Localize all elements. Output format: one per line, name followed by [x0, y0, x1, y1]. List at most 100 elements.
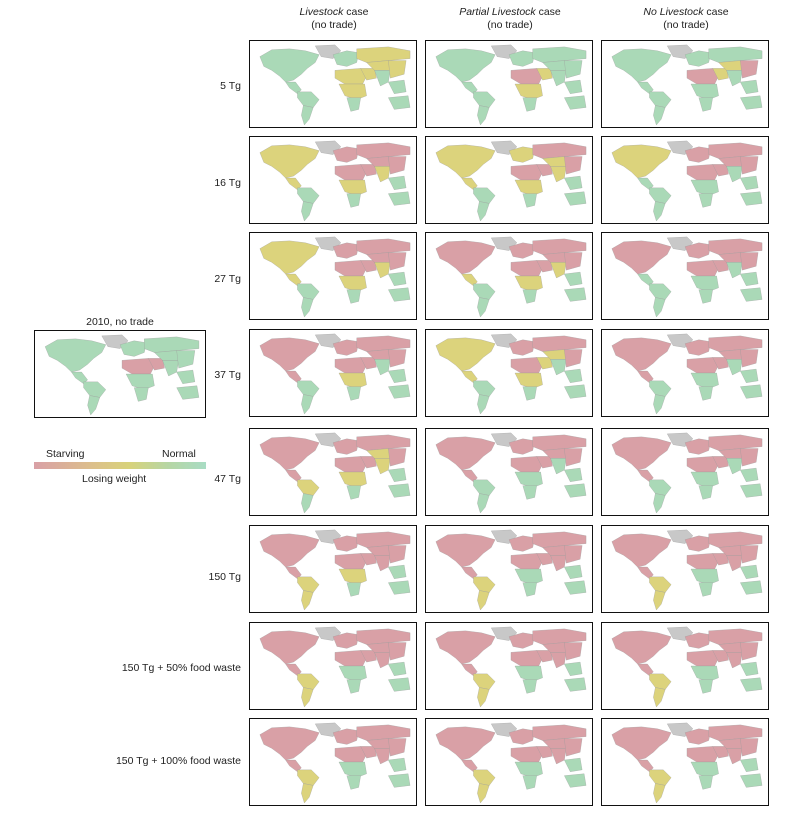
world-map-svg	[435, 44, 587, 126]
region-north-america	[259, 726, 320, 761]
region-europe	[332, 50, 359, 67]
region-south-america-south	[653, 687, 666, 708]
world-map-svg	[44, 334, 200, 416]
region-sub-saharan-africa	[514, 372, 543, 389]
region-russia	[708, 142, 763, 159]
region-sub-saharan-africa	[690, 665, 719, 682]
region-middle-east	[536, 553, 553, 566]
region-europe	[508, 728, 535, 745]
region-sub-saharan-africa	[514, 568, 543, 585]
map-panel	[249, 40, 417, 128]
region-sub-saharan-africa	[690, 179, 719, 196]
region-middle-east	[712, 456, 729, 469]
region-south-asia	[374, 458, 391, 475]
region-europe	[508, 632, 535, 649]
world-map-svg	[611, 236, 763, 318]
region-southeast-asia	[388, 79, 407, 94]
region-east-asia	[388, 156, 407, 175]
row-label-5tg: 5 Tg	[220, 80, 241, 92]
world-map-svg	[259, 722, 411, 804]
region-south-asia	[726, 748, 743, 765]
region-southeast-asia	[740, 368, 759, 383]
region-south-america-south	[477, 394, 490, 415]
region-south-asia	[374, 359, 391, 376]
region-sub-saharan-africa	[338, 275, 367, 292]
region-southeast-asia	[740, 79, 759, 94]
region-south-america-north	[649, 479, 672, 496]
region-south-america-north	[649, 673, 672, 690]
region-south-america-south	[653, 105, 666, 126]
region-north-america	[259, 630, 320, 665]
region-australia	[388, 580, 411, 595]
region-east-asia	[740, 448, 759, 467]
region-south-asia	[726, 166, 743, 183]
region-middle-east	[536, 260, 553, 273]
region-europe	[508, 242, 535, 259]
map-panel	[601, 136, 769, 224]
region-southern-africa	[698, 193, 713, 208]
region-southern-africa	[522, 775, 537, 790]
region-australia	[388, 483, 411, 498]
region-north-america	[611, 144, 672, 179]
legend-label-normal: Normal	[162, 448, 196, 460]
region-south-america-north	[297, 673, 320, 690]
region-europe	[332, 339, 359, 356]
region-south-america-south	[477, 297, 490, 318]
column-header-suffix: case	[343, 6, 369, 18]
region-sub-saharan-africa	[514, 761, 543, 778]
region-russia	[356, 628, 411, 645]
region-southern-africa	[522, 193, 537, 208]
region-north-america	[259, 337, 320, 372]
region-europe	[508, 50, 535, 67]
region-south-asia	[726, 458, 743, 475]
region-sub-saharan-africa	[690, 471, 719, 488]
region-southern-africa	[346, 97, 361, 112]
map-panel	[425, 40, 593, 128]
region-middle-east	[712, 68, 729, 81]
world-map-svg	[611, 722, 763, 804]
region-north-america	[259, 48, 320, 83]
region-russia	[708, 238, 763, 255]
region-south-asia	[550, 70, 567, 87]
region-north-america	[435, 726, 496, 761]
column-header-suffix: case	[535, 6, 561, 18]
region-russia	[708, 434, 763, 451]
region-south-america-north	[297, 187, 320, 204]
region-south-america-north	[473, 673, 496, 690]
region-russia	[708, 628, 763, 645]
region-southern-africa	[522, 485, 537, 500]
row-label-150tg-50-waste: 150 Tg + 50% food waste	[121, 662, 241, 674]
region-southeast-asia	[740, 467, 759, 482]
region-east-asia	[740, 642, 759, 661]
region-southern-africa	[522, 679, 537, 694]
region-sub-saharan-africa	[338, 372, 367, 389]
region-south-america-north	[473, 769, 496, 786]
region-southern-africa	[346, 289, 361, 304]
region-australia	[388, 773, 411, 788]
region-east-asia	[564, 156, 583, 175]
map-panel	[425, 232, 593, 320]
region-russia	[144, 336, 200, 353]
row-label-150tg-100-waste: 150 Tg + 100% food waste	[115, 755, 241, 767]
map-panel	[425, 622, 593, 710]
region-middle-east	[712, 260, 729, 273]
region-europe	[508, 146, 535, 163]
map-panel	[249, 329, 417, 417]
region-southern-africa	[346, 679, 361, 694]
region-south-asia	[726, 555, 743, 572]
region-south-asia	[550, 262, 567, 279]
region-south-america-north	[297, 769, 320, 786]
region-north-america	[435, 533, 496, 568]
region-south-america-south	[301, 394, 314, 415]
region-south-asia	[374, 748, 391, 765]
region-east-asia	[388, 252, 407, 271]
region-south-america-south	[301, 297, 314, 318]
row-label-37tg: 37 Tg	[214, 369, 241, 381]
region-south-america-north	[649, 769, 672, 786]
region-europe	[684, 728, 711, 745]
region-south-asia	[550, 458, 567, 475]
region-south-america-south	[87, 395, 100, 416]
region-south-america-north	[473, 91, 496, 108]
region-russia	[356, 724, 411, 741]
region-europe	[508, 438, 535, 455]
